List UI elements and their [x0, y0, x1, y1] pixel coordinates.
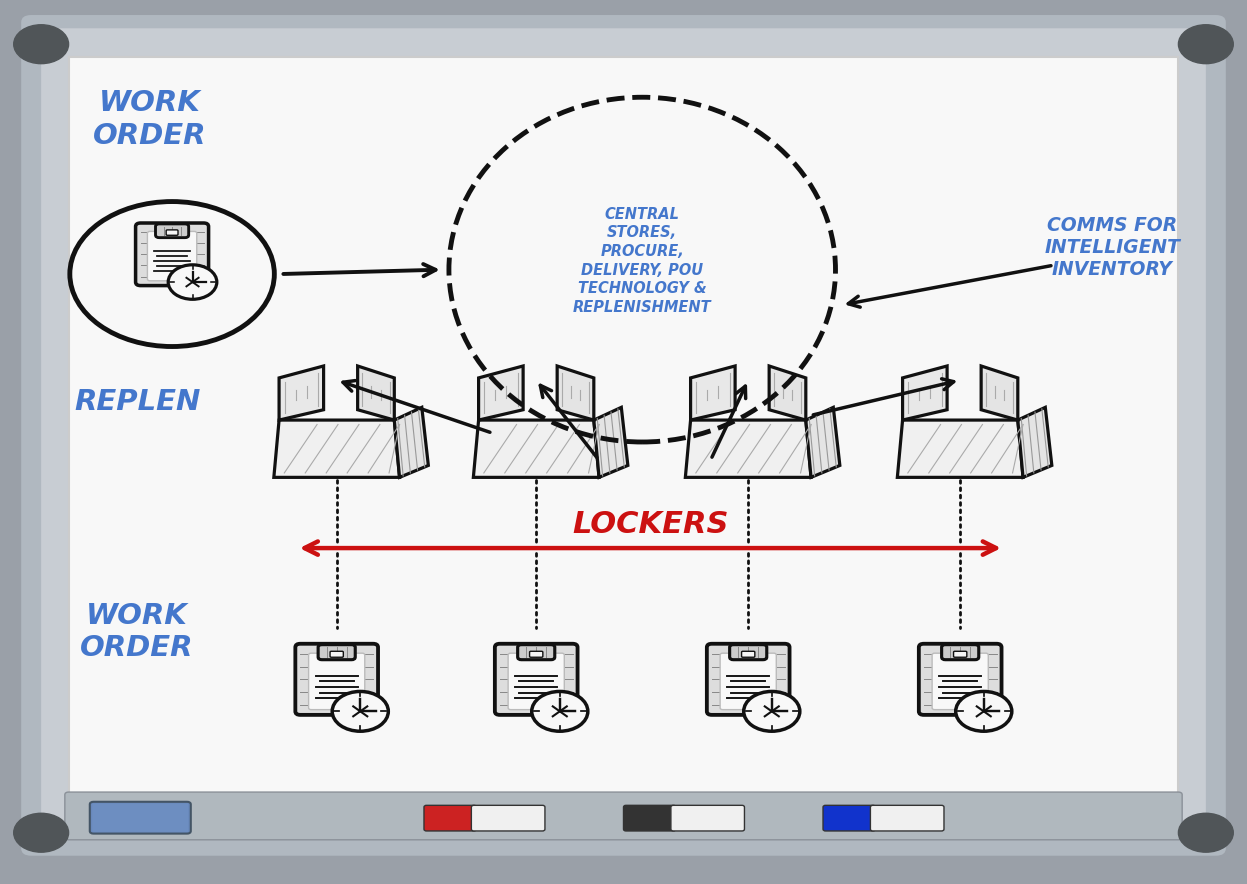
FancyBboxPatch shape	[508, 653, 565, 710]
FancyBboxPatch shape	[671, 805, 744, 831]
Polygon shape	[394, 408, 429, 477]
FancyBboxPatch shape	[21, 15, 1226, 856]
FancyBboxPatch shape	[424, 805, 476, 831]
FancyBboxPatch shape	[742, 652, 754, 657]
FancyBboxPatch shape	[919, 644, 1001, 715]
FancyBboxPatch shape	[65, 792, 1182, 840]
Polygon shape	[1018, 408, 1051, 477]
Text: CENTRAL
STORES,
PROCURE,
DELIVERY, POU
TECHNOLOGY &
REPLENISHMENT: CENTRAL STORES, PROCURE, DELIVERY, POU T…	[572, 207, 712, 315]
Polygon shape	[474, 420, 599, 477]
FancyBboxPatch shape	[69, 57, 1178, 800]
Circle shape	[14, 25, 69, 64]
Polygon shape	[981, 366, 1018, 420]
FancyBboxPatch shape	[136, 223, 208, 286]
FancyBboxPatch shape	[318, 644, 355, 659]
Circle shape	[1178, 25, 1233, 64]
FancyBboxPatch shape	[941, 644, 979, 659]
FancyBboxPatch shape	[707, 644, 789, 715]
Circle shape	[70, 202, 274, 347]
FancyBboxPatch shape	[41, 28, 1206, 840]
Polygon shape	[274, 420, 399, 477]
FancyBboxPatch shape	[308, 653, 365, 710]
Polygon shape	[898, 420, 1023, 477]
Polygon shape	[686, 420, 811, 477]
FancyBboxPatch shape	[147, 232, 197, 281]
FancyBboxPatch shape	[530, 652, 542, 657]
Polygon shape	[594, 408, 627, 477]
Circle shape	[743, 691, 799, 731]
FancyBboxPatch shape	[624, 805, 676, 831]
FancyBboxPatch shape	[495, 644, 577, 715]
FancyBboxPatch shape	[932, 653, 989, 710]
FancyBboxPatch shape	[823, 805, 875, 831]
FancyBboxPatch shape	[156, 224, 188, 238]
FancyBboxPatch shape	[166, 230, 178, 235]
Circle shape	[14, 813, 69, 852]
Text: WORK
ORDER: WORK ORDER	[80, 602, 195, 662]
Text: LOCKERS: LOCKERS	[572, 510, 728, 539]
Polygon shape	[769, 366, 806, 420]
FancyBboxPatch shape	[518, 644, 555, 659]
Text: WORK
ORDER: WORK ORDER	[92, 89, 207, 149]
Polygon shape	[691, 366, 736, 420]
FancyBboxPatch shape	[92, 804, 188, 832]
Polygon shape	[806, 408, 840, 477]
Text: REPLEN: REPLEN	[74, 388, 201, 416]
Circle shape	[955, 691, 1011, 731]
Text: COMMS FOR
INTELLIGENT
INVENTORY: COMMS FOR INTELLIGENT INVENTORY	[1045, 216, 1180, 279]
FancyBboxPatch shape	[870, 805, 944, 831]
FancyBboxPatch shape	[296, 644, 378, 715]
Circle shape	[332, 691, 388, 731]
Circle shape	[168, 265, 217, 300]
FancyBboxPatch shape	[330, 652, 343, 657]
FancyBboxPatch shape	[720, 653, 777, 710]
FancyBboxPatch shape	[729, 644, 767, 659]
Circle shape	[531, 691, 587, 731]
Polygon shape	[479, 366, 524, 420]
FancyBboxPatch shape	[471, 805, 545, 831]
Polygon shape	[358, 366, 394, 420]
FancyBboxPatch shape	[954, 652, 966, 657]
Circle shape	[1178, 813, 1233, 852]
FancyBboxPatch shape	[90, 802, 191, 834]
Polygon shape	[557, 366, 594, 420]
Polygon shape	[279, 366, 324, 420]
Polygon shape	[903, 366, 948, 420]
